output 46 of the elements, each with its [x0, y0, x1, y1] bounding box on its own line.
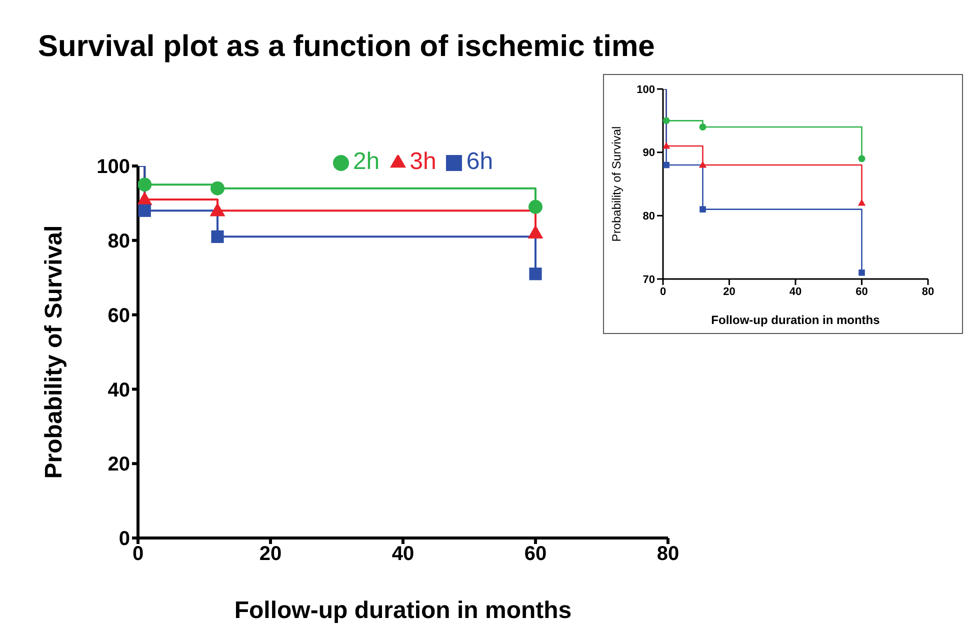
y-tick-label: 80 [642, 210, 655, 223]
y-tick-label: 100 [96, 156, 130, 178]
x-axis-title: Follow-up duration in months [711, 313, 880, 327]
legend-label: 2h [352, 148, 380, 175]
point [858, 198, 866, 206]
y-tick-label: 20 [108, 454, 130, 476]
point [858, 155, 866, 162]
y-tick-label: 100 [636, 84, 655, 96]
x-axis-title: Follow-up duration in months [234, 597, 572, 624]
x-tick-label: 80 [656, 543, 680, 566]
legend-label: 3h [410, 148, 436, 175]
point [211, 230, 224, 243]
point [663, 117, 670, 124]
y-tick-label: 40 [108, 379, 130, 402]
point [698, 160, 707, 168]
point [528, 200, 542, 214]
legend-label: 6h [466, 148, 494, 175]
point [138, 191, 152, 206]
point [529, 268, 542, 280]
point [138, 204, 151, 217]
x-tick-label: 60 [856, 286, 868, 298]
y-tick-label: 0 [118, 528, 130, 550]
y-tick-label: 90 [642, 147, 655, 160]
y-axis-title: Probability of Survival [609, 126, 624, 242]
point [663, 162, 670, 168]
x-tick-label: 40 [392, 543, 414, 566]
x-tick-label: 80 [922, 286, 934, 298]
x-tick-label: 0 [660, 286, 666, 298]
x-tick-label: 40 [789, 286, 802, 298]
x-tick-label: 20 [259, 543, 282, 566]
point [858, 270, 865, 276]
point [699, 124, 706, 130]
y-tick-label: 70 [642, 274, 655, 286]
point [210, 202, 226, 216]
x-tick-label: 60 [524, 543, 547, 566]
x-tick-label: 0 [132, 543, 144, 566]
point [663, 142, 670, 149]
y-axis-title: Probability of Survival [40, 225, 68, 479]
y-tick-label: 80 [108, 230, 130, 252]
chart-title: Survival plot as a function of ischemic time [38, 30, 655, 64]
point [528, 224, 544, 239]
y-tick-label: 60 [108, 304, 130, 327]
x-tick-label: 20 [723, 286, 736, 298]
point [138, 178, 152, 192]
point [700, 206, 706, 212]
point [210, 181, 224, 196]
